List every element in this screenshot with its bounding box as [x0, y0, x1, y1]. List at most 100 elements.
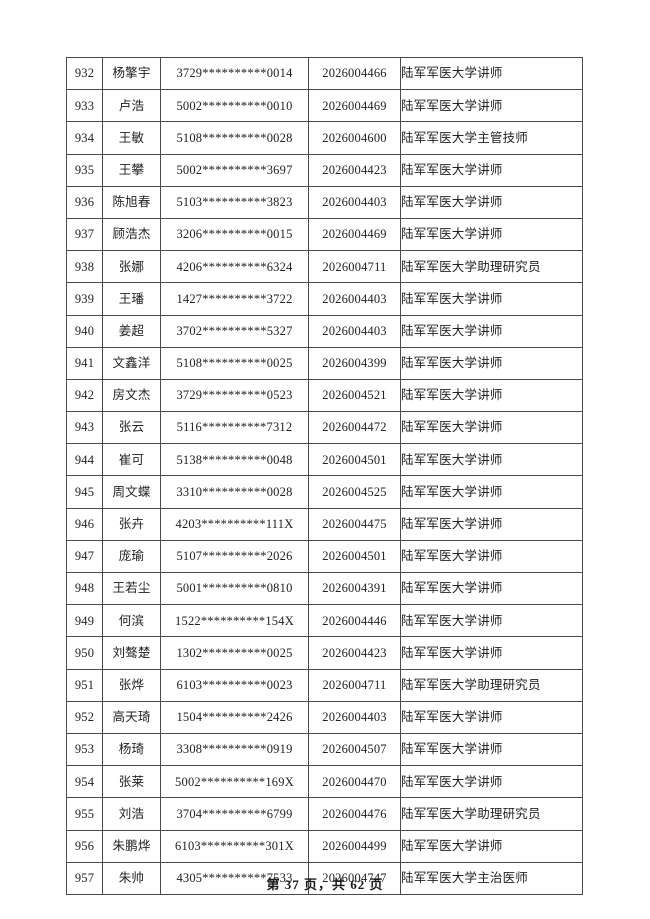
cell-position-code: 2026004399 — [308, 346, 401, 380]
cell-sequence-number: 944 — [66, 443, 103, 477]
cell-position-code: 2026004525 — [308, 475, 401, 509]
cell-position-code: 2026004466 — [308, 56, 401, 91]
cell-position-title: 陆军军医大学主治医师 — [400, 861, 583, 895]
cell-position-title: 陆军军医大学讲师 — [400, 411, 583, 445]
cell-position-code: 2026004469 — [308, 217, 401, 252]
cell-id-number: 3704**********6799 — [160, 797, 309, 831]
cell-position-code: 2026004521 — [308, 378, 401, 413]
cell-candidate-name: 高天琦 — [102, 700, 161, 734]
cell-position-title: 陆军军医大学讲师 — [400, 475, 583, 509]
cell-candidate-name: 杨琦 — [102, 732, 161, 767]
cell-position-title: 陆军军医大学讲师 — [400, 346, 583, 380]
cell-candidate-name: 房文杰 — [102, 378, 161, 413]
cell-position-title: 陆军军医大学讲师 — [400, 765, 583, 799]
cell-sequence-number: 947 — [66, 539, 103, 574]
table-row: 950 刘骜楚 1302**********0025 2026004423 陆军军医大学… — [66, 636, 583, 670]
cell-position-code: 2026004476 — [308, 797, 401, 831]
table-row: 939 王璠 1427**********3722 2026004403 陆军军医大学讲… — [66, 282, 583, 316]
cell-sequence-number: 954 — [66, 765, 103, 799]
cell-position-title: 陆军军医大学讲师 — [400, 636, 583, 670]
cell-candidate-name: 顾浩杰 — [102, 217, 161, 252]
cell-candidate-name: 庞瑜 — [102, 539, 161, 574]
cell-candidate-name: 张娜 — [102, 250, 161, 284]
cell-id-number: 1522**********154X — [160, 604, 309, 638]
cell-sequence-number: 935 — [66, 153, 103, 187]
table-row: 942 房文杰 3729**********0523 2026004521 陆军军医大学… — [66, 378, 583, 413]
cell-position-code: 2026004470 — [308, 765, 401, 799]
cell-candidate-name: 朱鹏烨 — [102, 829, 161, 863]
cell-position-title: 陆军军医大学助理研究员 — [400, 797, 583, 831]
cell-candidate-name: 朱帅 — [102, 861, 161, 895]
table-row: 949 何滨 1522**********154X 2026004446 陆军军医大学讲… — [66, 604, 583, 638]
cell-id-number: 3206**********0015 — [160, 217, 309, 252]
table-row: 940 姜超 3702**********5327 2026004403 陆军军医大学讲… — [66, 314, 583, 348]
table-row: 937 顾浩杰 3206**********0015 2026004469 陆军军医大学… — [66, 217, 583, 252]
cell-position-code: 2026004475 — [308, 507, 401, 541]
cell-position-title: 陆军军医大学助理研究员 — [400, 250, 583, 284]
table-row: 936 陈旭春 5103**********3823 2026004403 陆军军医大学… — [66, 185, 583, 219]
cell-position-code: 2026004403 — [308, 700, 401, 734]
table-row: 944 崔可 5138**********0048 2026004501 陆军军医大学讲… — [66, 443, 583, 477]
cell-sequence-number: 946 — [66, 507, 103, 541]
cell-id-number: 3310**********0028 — [160, 475, 309, 509]
table-row: 953 杨琦 3308**********0919 2026004507 陆军军医大学讲… — [66, 732, 583, 767]
cell-id-number: 3702**********5327 — [160, 314, 309, 348]
cell-candidate-name: 周文蝶 — [102, 475, 161, 509]
roster-table-body: 932 杨擎宇 3729**********0014 2026004466 陆军军医大学… — [66, 56, 583, 895]
cell-sequence-number: 934 — [66, 121, 103, 155]
cell-candidate-name: 张烨 — [102, 668, 161, 702]
cell-position-code: 2026004501 — [308, 443, 401, 477]
cell-position-code: 2026004507 — [308, 732, 401, 767]
cell-sequence-number: 956 — [66, 829, 103, 863]
cell-position-code: 2026004711 — [308, 668, 401, 702]
cell-candidate-name: 王若尘 — [102, 571, 161, 606]
cell-id-number: 3308**********0919 — [160, 732, 309, 767]
cell-position-title: 陆军军医大学讲师 — [400, 217, 583, 252]
cell-position-code: 2026004499 — [308, 829, 401, 863]
cell-candidate-name: 何滨 — [102, 604, 161, 638]
cell-id-number: 4206**********6324 — [160, 250, 309, 284]
cell-candidate-name: 王敏 — [102, 121, 161, 155]
cell-id-number: 5002**********169X — [160, 765, 309, 799]
cell-sequence-number: 953 — [66, 732, 103, 767]
cell-position-title: 陆军军医大学讲师 — [400, 153, 583, 187]
cell-sequence-number: 940 — [66, 314, 103, 348]
table-row: 954 张莱 5002**********169X 2026004470 陆军军医大学讲… — [66, 765, 583, 799]
cell-candidate-name: 王攀 — [102, 153, 161, 187]
cell-position-code: 2026004469 — [308, 89, 401, 123]
cell-position-title: 陆军军医大学讲师 — [400, 829, 583, 863]
table-row: 951 张烨 6103**********0023 2026004711 陆军军医大学助… — [66, 668, 583, 702]
cell-sequence-number: 939 — [66, 282, 103, 316]
cell-candidate-name: 杨擎宇 — [102, 56, 161, 91]
cell-position-code: 2026004472 — [308, 411, 401, 445]
cell-position-code: 2026004403 — [308, 314, 401, 348]
cell-position-code: 2026004501 — [308, 539, 401, 574]
cell-id-number: 5116**********7312 — [160, 411, 309, 445]
cell-position-title: 陆军军医大学讲师 — [400, 539, 583, 574]
table-row: 955 刘浩 3704**********6799 2026004476 陆军军医大学助… — [66, 797, 583, 831]
cell-id-number: 5138**********0048 — [160, 443, 309, 477]
cell-position-title: 陆军军医大学讲师 — [400, 56, 583, 91]
cell-sequence-number: 933 — [66, 89, 103, 123]
cell-sequence-number: 951 — [66, 668, 103, 702]
cell-position-title: 陆军军医大学讲师 — [400, 314, 583, 348]
table-row: 956 朱鹏烨 6103**********301X 2026004499 陆军军医大学… — [66, 829, 583, 863]
cell-position-code: 2026004391 — [308, 571, 401, 606]
cell-sequence-number: 932 — [66, 56, 103, 91]
cell-position-title: 陆军军医大学讲师 — [400, 507, 583, 541]
cell-sequence-number: 948 — [66, 571, 103, 606]
table-row: 938 张娜 4206**********6324 2026004711 陆军军医大学助… — [66, 250, 583, 284]
cell-position-code: 2026004446 — [308, 604, 401, 638]
cell-sequence-number: 941 — [66, 346, 103, 380]
cell-sequence-number: 955 — [66, 797, 103, 831]
cell-sequence-number: 943 — [66, 411, 103, 445]
cell-position-title: 陆军军医大学主管技师 — [400, 121, 583, 155]
cell-id-number: 5001**********0810 — [160, 571, 309, 606]
cell-position-code: 2026004403 — [308, 185, 401, 219]
cell-sequence-number: 942 — [66, 378, 103, 413]
cell-position-title: 陆军军医大学讲师 — [400, 700, 583, 734]
cell-position-code: 2026004423 — [308, 636, 401, 670]
cell-candidate-name: 张云 — [102, 411, 161, 445]
cell-candidate-name: 王璠 — [102, 282, 161, 316]
